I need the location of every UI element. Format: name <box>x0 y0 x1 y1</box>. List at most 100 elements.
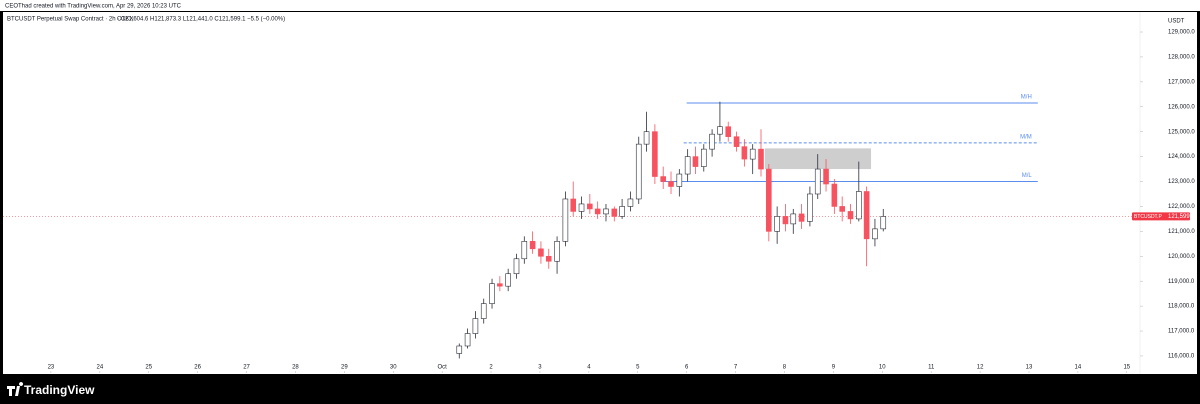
y-tick-label: 121,000.0 <box>1168 229 1195 235</box>
x-tick-label: 13 <box>1026 365 1033 371</box>
candle-body <box>741 146 748 160</box>
y-tick-label: 129,000.0 <box>1168 30 1195 36</box>
candle-body <box>545 255 552 262</box>
candle-body <box>717 126 723 135</box>
candle-body <box>472 318 479 334</box>
candle-body <box>847 211 854 220</box>
x-tick-label: 30 <box>390 365 397 371</box>
candle-body <box>831 183 838 207</box>
level-label: M/L <box>1022 173 1033 179</box>
top-strip <box>0 0 1200 11</box>
brand-logo <box>7 382 24 396</box>
candle-body <box>700 148 707 167</box>
y-tick-label: 128,000.0 <box>1168 55 1195 61</box>
x-tick-label: 14 <box>1075 365 1082 371</box>
ohlc-legend: O121,604.6 H121,873.3 L121,441.0 C121,59… <box>117 17 285 23</box>
candle-body <box>456 345 463 354</box>
y-tick-label: 124,000.0 <box>1168 154 1195 160</box>
candle-body <box>880 216 887 230</box>
candle-body <box>643 131 650 145</box>
y-tick-label: 126,000.0 <box>1168 104 1195 110</box>
candle-body <box>823 168 829 185</box>
candle-body <box>807 193 813 222</box>
y-tick-label: 122,000.0 <box>1168 204 1195 210</box>
candle-body <box>587 203 593 210</box>
candle-body <box>594 208 601 215</box>
candle-body <box>505 273 511 287</box>
candle-body <box>872 228 878 240</box>
candle-body <box>603 208 609 215</box>
candle-body <box>733 136 740 147</box>
x-tick-label: 15 <box>1123 365 1130 371</box>
y-tick-label: 117,000.0 <box>1168 329 1195 335</box>
candle-body <box>782 216 789 225</box>
x-tick-label: 28 <box>292 365 299 371</box>
candle-body <box>660 176 666 182</box>
candle-body <box>856 191 862 220</box>
candle-body <box>521 241 528 260</box>
candle-body <box>513 258 520 275</box>
candle-body <box>554 241 560 262</box>
x-tick-label: 29 <box>341 365 348 371</box>
candle-body <box>529 241 536 250</box>
candle-body <box>839 206 845 212</box>
x-tick-label: 10 <box>879 365 886 371</box>
x-tick-label: 12 <box>977 365 984 371</box>
candle-body <box>676 173 683 187</box>
level-label: M/H <box>1021 95 1032 101</box>
y-tick-label: 123,000.0 <box>1168 179 1195 185</box>
plot-bg <box>3 12 1197 374</box>
x-tick-label: 5 <box>636 365 640 371</box>
x-tick-label: 26 <box>194 365 201 371</box>
last-price-symbol: BTCUSDT.P <box>1134 214 1162 220</box>
y-tick-label: 125,000.0 <box>1168 129 1195 135</box>
candle-body <box>758 148 764 170</box>
candle-body <box>619 206 625 217</box>
candle-body <box>790 213 797 225</box>
x-tick-label: 23 <box>48 365 55 371</box>
candle-body <box>538 248 544 257</box>
y-tick-label: 118,000.0 <box>1168 304 1195 310</box>
candle-body <box>489 283 495 304</box>
candle-body <box>627 198 634 207</box>
x-tick-label: 27 <box>243 365 250 371</box>
x-tick-label: 24 <box>96 365 103 371</box>
x-tick-label: 3 <box>538 365 542 371</box>
candle-body <box>725 126 732 137</box>
candle-body <box>668 181 674 187</box>
candle-body <box>497 283 503 287</box>
candle-body <box>863 191 870 240</box>
y-tick-label: 119,000.0 <box>1168 279 1195 285</box>
last-price-label: 121,599.1 <box>1168 214 1195 220</box>
candle-body <box>570 198 577 212</box>
x-tick-label: 11 <box>928 365 935 371</box>
x-tick-label: 8 <box>783 365 787 371</box>
y-tick-label: 116,000.0 <box>1168 354 1195 360</box>
candle-body <box>814 168 821 195</box>
candle-body <box>684 156 691 175</box>
candle-body <box>774 216 780 232</box>
candle-body <box>766 168 772 232</box>
y-tick-label: 127,000.0 <box>1168 79 1195 85</box>
candle-body <box>611 208 618 217</box>
x-tick-label: 25 <box>145 365 152 371</box>
y-tick-label: 120,000.0 <box>1168 254 1195 260</box>
last-price-tag <box>1132 212 1190 221</box>
candle-body <box>709 133 715 150</box>
x-tick-label: Oct <box>437 365 447 371</box>
candle-body <box>562 198 569 242</box>
candle-body <box>464 333 471 347</box>
candle-body <box>578 203 585 212</box>
x-tick-label: 2 <box>489 365 493 371</box>
watermark: CEOThad created with TradingView.com, Ap… <box>5 4 182 10</box>
candle-body <box>635 143 642 200</box>
chart-title: BTCUSDT Perpetual Swap Contract · 2h · O… <box>7 17 134 23</box>
y-unit: USDT <box>1168 19 1185 25</box>
level-label: M/M <box>1020 134 1032 140</box>
brand: TradingView <box>24 383 95 397</box>
candle-body <box>749 148 756 160</box>
x-tick-label: 4 <box>587 365 591 371</box>
x-tick-label: 9 <box>832 365 836 371</box>
